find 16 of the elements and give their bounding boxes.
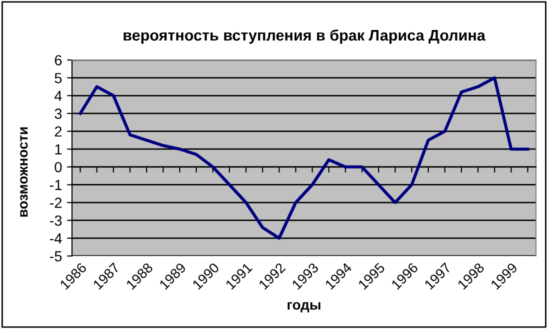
y-tick-label: 0: [54, 162, 62, 172]
y-tick-label: 4: [54, 90, 62, 101]
x-axis-title: годы: [288, 302, 320, 312]
y-tick-label: 3: [54, 108, 62, 119]
y-tick-label: -2: [50, 198, 62, 208]
y-tick-label: -4: [50, 233, 62, 244]
y-tick-label: 5: [54, 73, 62, 84]
y-tick-label: 1: [55, 144, 62, 154]
line-series: [78, 76, 530, 240]
chart-title: вероятность вступления в брак Лариса Долина: [124, 29, 486, 44]
y-tick-label: -5: [50, 251, 62, 262]
y-tick-label: 2: [54, 126, 62, 137]
y-tick-label: -1: [50, 180, 62, 190]
y-tick-label: -3: [50, 215, 62, 226]
y-axis-title: возможности: [20, 127, 28, 217]
y-tick-label: 6: [54, 55, 62, 66]
